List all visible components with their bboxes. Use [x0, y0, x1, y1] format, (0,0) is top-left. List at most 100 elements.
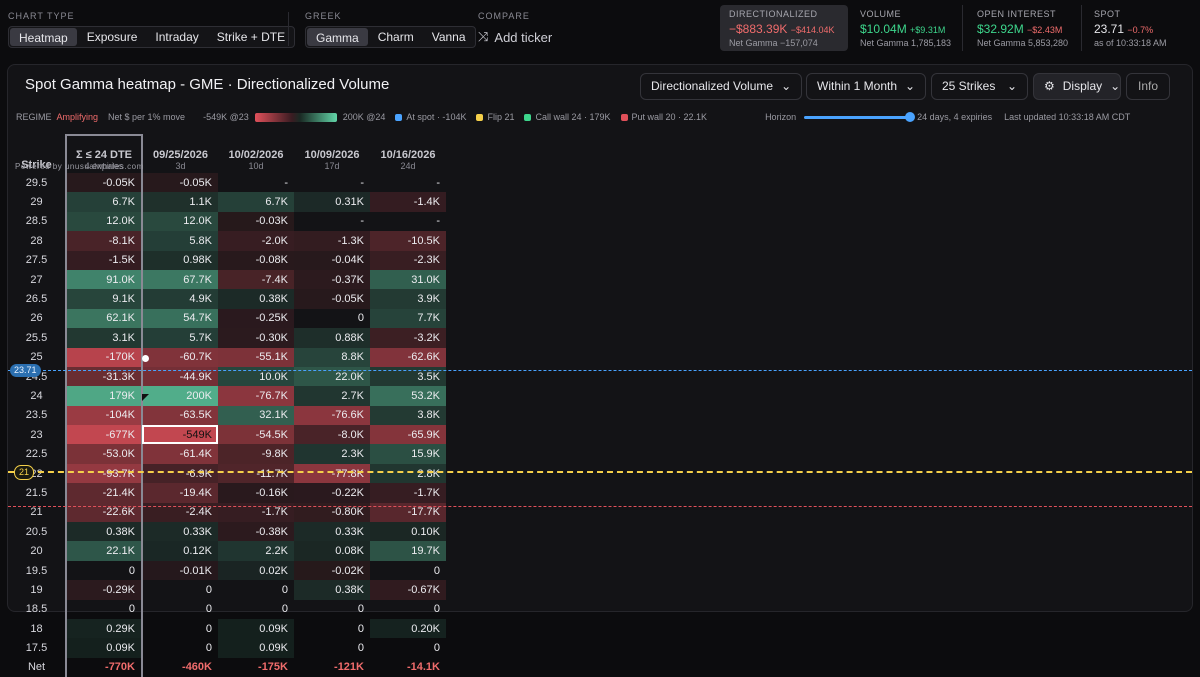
- heat-cell[interactable]: 15.9K: [370, 444, 446, 464]
- heat-cell[interactable]: -0.16K: [218, 483, 294, 503]
- heat-cell[interactable]: 0.12K: [142, 541, 218, 561]
- heat-cell[interactable]: -65.9K: [370, 425, 446, 445]
- heat-cell[interactable]: -0.02K: [294, 560, 370, 581]
- heat-cell[interactable]: -0.01K: [142, 560, 218, 581]
- heat-cell[interactable]: -8.1K: [65, 231, 143, 251]
- heat-cell[interactable]: 1.1K: [142, 192, 218, 212]
- heat-cell[interactable]: 0.88K: [294, 328, 370, 348]
- heat-cell[interactable]: -549K: [142, 425, 218, 445]
- heat-cell[interactable]: -77.8K: [294, 463, 370, 484]
- heat-cell[interactable]: -55.1K: [218, 347, 294, 367]
- heat-cell[interactable]: 6.7K: [65, 192, 143, 212]
- heat-cell[interactable]: 0: [357, 312, 364, 325]
- heat-cell[interactable]: -61.4K: [142, 444, 218, 464]
- slider-knob[interactable]: [905, 111, 916, 122]
- heat-cell[interactable]: -1.3K: [294, 231, 370, 251]
- mode-select[interactable]: Directionalized Volume ⌄: [640, 73, 802, 100]
- heat-cell[interactable]: -2.0K: [218, 231, 294, 251]
- heat-cell[interactable]: -0.05K: [294, 289, 370, 309]
- heat-cell[interactable]: 3.8K: [370, 405, 446, 426]
- heat-cell[interactable]: -104K: [65, 405, 143, 426]
- heat-cell[interactable]: -677K: [65, 425, 143, 445]
- heat-cell[interactable]: 0: [281, 603, 288, 616]
- heat-cell[interactable]: -2.4K: [142, 502, 218, 523]
- heat-cell[interactable]: -63.5K: [142, 405, 218, 426]
- heat-cell[interactable]: -9.8K: [218, 444, 294, 464]
- heat-cell[interactable]: 0.08K: [294, 541, 370, 561]
- horizon-slider[interactable]: [804, 111, 916, 122]
- heat-cell[interactable]: 2.8K: [370, 463, 446, 484]
- heat-cell[interactable]: 62.1K: [65, 308, 143, 329]
- option-strike-dte[interactable]: Strike + DTE: [216, 30, 286, 44]
- heat-cell[interactable]: -10.5K: [370, 231, 446, 251]
- heat-cell[interactable]: -1.7K: [370, 483, 446, 503]
- heat-cell[interactable]: 8.8K: [294, 347, 370, 367]
- heat-cell[interactable]: 0.38K: [294, 580, 370, 600]
- heat-cell[interactable]: -54.5K: [218, 425, 294, 445]
- heat-cell[interactable]: 32.1K: [218, 405, 294, 426]
- heat-cell[interactable]: 31.0K: [370, 269, 446, 290]
- heat-cell[interactable]: 0.10K: [370, 522, 446, 542]
- heat-cell[interactable]: 0.98K: [142, 250, 218, 270]
- column-header[interactable]: 10/09/2026 17d: [294, 135, 370, 173]
- heat-cell[interactable]: 0: [433, 603, 440, 616]
- heat-cell[interactable]: -44.9K: [142, 366, 218, 387]
- heat-cell[interactable]: -0.25K: [218, 308, 294, 329]
- heat-cell[interactable]: -: [360, 176, 364, 189]
- heat-cell[interactable]: 2.3K: [294, 444, 370, 464]
- heat-cell[interactable]: -53.0K: [65, 444, 143, 464]
- heat-cell[interactable]: 5.8K: [142, 231, 218, 251]
- heat-cell[interactable]: 22.1K: [65, 541, 143, 561]
- heat-cell[interactable]: -0.03K: [218, 211, 294, 232]
- heat-cell[interactable]: -22.6K: [65, 502, 143, 523]
- heat-cell[interactable]: -0.67K: [370, 580, 446, 600]
- column-header[interactable]: Σ ≤ 24 DTE 4 expiries: [65, 134, 143, 173]
- column-header[interactable]: 09/25/2026 3d: [142, 135, 218, 173]
- heat-cell[interactable]: 0: [357, 642, 364, 655]
- heat-cell[interactable]: 0.09K: [65, 638, 143, 658]
- heat-cell[interactable]: -: [360, 215, 364, 228]
- heat-cell[interactable]: -19.4K: [142, 483, 218, 503]
- heat-cell[interactable]: 200K: [142, 386, 218, 406]
- heat-cell[interactable]: 2.7K: [294, 386, 370, 406]
- heat-cell[interactable]: -: [436, 176, 440, 189]
- column-header[interactable]: 10/02/2026 10d: [218, 135, 294, 173]
- heat-cell[interactable]: 0: [205, 603, 212, 616]
- heat-cell[interactable]: -0.22K: [294, 483, 370, 503]
- heat-cell[interactable]: 0: [205, 583, 212, 596]
- display-button[interactable]: ⚙ Display ⌄: [1033, 73, 1121, 100]
- heat-cell[interactable]: 0.33K: [294, 522, 370, 542]
- heat-cell[interactable]: -93.7K: [65, 463, 143, 484]
- heat-cell[interactable]: 0.33K: [142, 522, 218, 542]
- heat-cell[interactable]: -6.9K: [142, 463, 218, 484]
- heat-cell[interactable]: 7.7K: [370, 308, 446, 329]
- add-ticker-button[interactable]: ⤨ Add ticker: [478, 26, 552, 48]
- heat-cell[interactable]: -0.08K: [218, 250, 294, 270]
- heat-cell[interactable]: 53.2K: [370, 386, 446, 406]
- strike-header[interactable]: Strike: [21, 159, 52, 171]
- heat-cell[interactable]: 0.02K: [218, 560, 294, 581]
- heat-cell[interactable]: -3.2K: [370, 328, 446, 348]
- heat-cell[interactable]: 6.7K: [218, 192, 294, 212]
- heat-cell[interactable]: 5.7K: [142, 328, 218, 348]
- heat-cell[interactable]: 0: [433, 564, 440, 577]
- option-charm[interactable]: Charm: [377, 30, 414, 44]
- heat-cell[interactable]: -0.37K: [294, 269, 370, 290]
- info-button[interactable]: Info: [1126, 73, 1170, 100]
- heat-cell[interactable]: -1.4K: [370, 192, 446, 212]
- heat-cell[interactable]: 0.20K: [370, 618, 446, 639]
- heat-cell[interactable]: 0: [357, 622, 364, 635]
- heat-cell[interactable]: 0: [205, 642, 212, 655]
- option-heatmap[interactable]: Heatmap: [10, 28, 77, 46]
- heat-cell[interactable]: 0.38K: [65, 522, 143, 542]
- heat-cell[interactable]: 3.1K: [65, 328, 143, 348]
- heat-cell[interactable]: 67.7K: [142, 269, 218, 290]
- heat-cell[interactable]: -0.05K: [65, 173, 143, 193]
- heat-cell[interactable]: 0: [357, 603, 364, 616]
- heat-cell[interactable]: -1.5K: [65, 250, 143, 270]
- heat-cell[interactable]: 179K: [65, 386, 143, 406]
- heat-cell[interactable]: 4.9K: [142, 289, 218, 309]
- heat-cell[interactable]: 0: [65, 599, 143, 619]
- heat-cell[interactable]: 0: [205, 622, 212, 635]
- option-exposure[interactable]: Exposure: [86, 30, 138, 44]
